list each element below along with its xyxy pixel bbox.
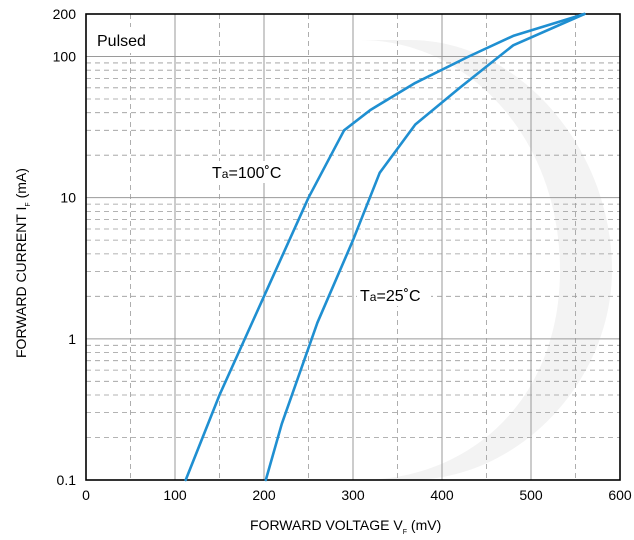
series-label-ta-25c: Ta=25˚C: [360, 288, 421, 305]
y-tick-label: 200: [53, 6, 77, 22]
x-tick-label: 100: [163, 487, 187, 503]
x-tick-label: 400: [430, 487, 454, 503]
y-tick-label: 1: [68, 331, 76, 347]
y-tick-label: 10: [60, 190, 76, 206]
series-label-backing: [357, 284, 431, 306]
x-tick-label: 0: [82, 487, 90, 503]
x-tick-label: 300: [341, 487, 365, 503]
y-tick-label: 100: [53, 48, 77, 64]
x-tick-label: 600: [608, 487, 632, 503]
y-axis-label: FORWARD CURRENT IF (mA): [13, 168, 32, 358]
plot-frame: [85, 13, 621, 481]
x-tick-label: 200: [252, 487, 276, 503]
annotation-backing: [92, 27, 162, 53]
series-label-ta-100c: Ta=100˚C: [212, 165, 281, 182]
grid: [86, 14, 620, 480]
y-tick-label: 0.1: [57, 472, 77, 488]
x-axis-label: FORWARD VOLTAGE VF (mV): [250, 517, 441, 536]
series-label-backing: [209, 161, 293, 183]
x-tick-label: 500: [519, 487, 543, 503]
pulsed-annotation: Pulsed: [97, 33, 146, 50]
series-line-ta-100c: [184, 12, 586, 482]
